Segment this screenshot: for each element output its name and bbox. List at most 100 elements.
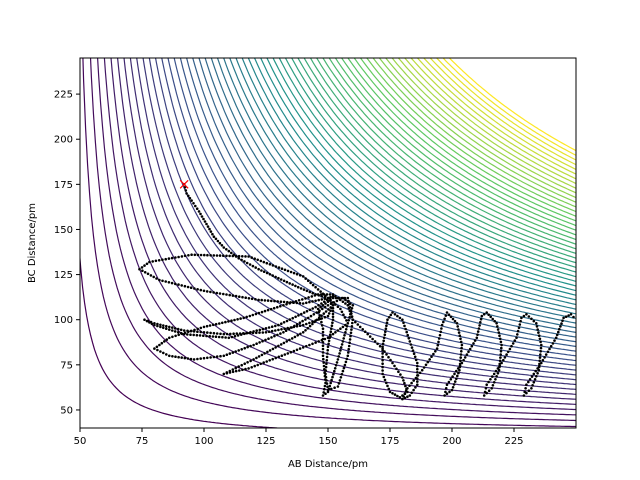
trajectory-point	[393, 393, 397, 396]
trajectory-point	[498, 359, 502, 363]
trajectory-point	[305, 344, 308, 348]
trajectory-point	[539, 340, 542, 344]
trajectory-point	[202, 217, 205, 221]
trajectory-point	[244, 255, 247, 258]
trajectory-point	[531, 384, 534, 387]
trajectory-point	[322, 364, 326, 368]
trajectory-point	[327, 308, 330, 311]
contour-level	[316, 58, 576, 250]
trajectory-point	[444, 314, 448, 317]
trajectory-point	[164, 280, 167, 283]
trajectory-point	[567, 314, 570, 317]
trajectory-point	[326, 296, 330, 300]
trajectory-point	[540, 343, 543, 347]
trajectory-point	[301, 302, 305, 305]
trajectory-point	[535, 322, 538, 325]
trajectory-point	[455, 322, 459, 325]
trajectory-point	[260, 353, 264, 357]
trajectory-point	[321, 304, 325, 307]
trajectory-point	[348, 341, 351, 345]
trajectory-point	[199, 326, 203, 330]
trajectory-point	[236, 318, 239, 321]
trajectory-point	[516, 329, 520, 333]
trajectory-point	[506, 350, 510, 354]
trajectory-point	[217, 335, 221, 339]
trajectory-point	[221, 321, 224, 325]
x-tick-label: 100	[194, 436, 213, 447]
trajectory-point	[162, 326, 165, 330]
trajectory-point	[344, 328, 348, 331]
trajectory-point	[452, 383, 456, 386]
trajectory-point	[161, 258, 164, 262]
trajectory-point	[444, 387, 448, 390]
trajectory-point	[186, 333, 189, 336]
trajectory-point	[477, 327, 481, 330]
trajectory-point	[293, 324, 296, 328]
trajectory-point	[224, 320, 227, 324]
trajectory-point	[329, 330, 333, 334]
trajectory-point	[483, 390, 487, 394]
trajectory-point	[322, 361, 326, 364]
trajectory-point	[470, 344, 474, 348]
trajectory-point	[445, 311, 449, 314]
trajectory-point	[326, 390, 330, 394]
trajectory-point	[387, 387, 391, 391]
trajectory-point	[212, 235, 216, 238]
trajectory-point	[156, 348, 159, 352]
trajectory-point	[202, 356, 206, 360]
trajectory-point	[564, 315, 568, 319]
trajectory-point	[173, 327, 177, 330]
trajectory-point	[334, 294, 337, 298]
trajectory-point	[323, 374, 327, 378]
trajectory-point	[424, 363, 428, 367]
trajectory-point	[416, 383, 419, 387]
trajectory-point	[348, 316, 351, 319]
trajectory-point	[414, 358, 418, 362]
trajectory-point	[167, 257, 171, 260]
trajectory-point	[238, 369, 241, 372]
trajectory-point	[535, 375, 538, 378]
trajectory-point	[274, 275, 277, 279]
trajectory-point	[189, 333, 192, 337]
trajectory-point	[240, 348, 243, 351]
trajectory-point	[151, 260, 154, 263]
trajectory-point	[322, 391, 326, 394]
trajectory-point	[187, 254, 190, 257]
trajectory-point	[401, 318, 404, 322]
trajectory-point	[183, 284, 187, 288]
trajectory-point	[462, 358, 465, 362]
trajectory-point	[212, 355, 216, 359]
trajectory-point	[436, 343, 440, 347]
trajectory-point	[222, 246, 226, 249]
trajectory-point	[243, 260, 246, 263]
trajectory-point	[282, 321, 286, 324]
trajectory-point	[274, 324, 277, 328]
trajectory-point	[340, 343, 344, 346]
trajectory-point	[326, 345, 330, 349]
trajectory-point	[323, 368, 326, 371]
trajectory-point	[154, 259, 158, 263]
trajectory-point	[268, 349, 272, 352]
trajectory-point	[170, 256, 174, 260]
trajectory-point	[269, 307, 273, 311]
x-tick-label: 150	[318, 436, 337, 447]
trajectory-point	[482, 313, 486, 316]
contour-level	[167, 58, 576, 362]
trajectory-point	[225, 332, 229, 336]
trajectory-point	[206, 253, 209, 257]
trajectory-point	[311, 307, 315, 310]
contour-level	[148, 58, 576, 376]
trajectory-point	[273, 299, 276, 303]
trajectory-point	[253, 257, 256, 261]
trajectory-point	[214, 322, 218, 326]
trajectory-point	[553, 339, 556, 342]
trajectory-point	[261, 327, 265, 331]
trajectory-point	[487, 380, 490, 384]
x-tick-label: 225	[504, 436, 523, 447]
trajectory-point	[268, 263, 272, 266]
trajectory-point	[321, 344, 325, 348]
y-tick-label: 50	[60, 405, 73, 416]
trajectory-point	[265, 271, 269, 275]
trajectory-point	[391, 392, 394, 395]
trajectory-point	[489, 315, 493, 319]
